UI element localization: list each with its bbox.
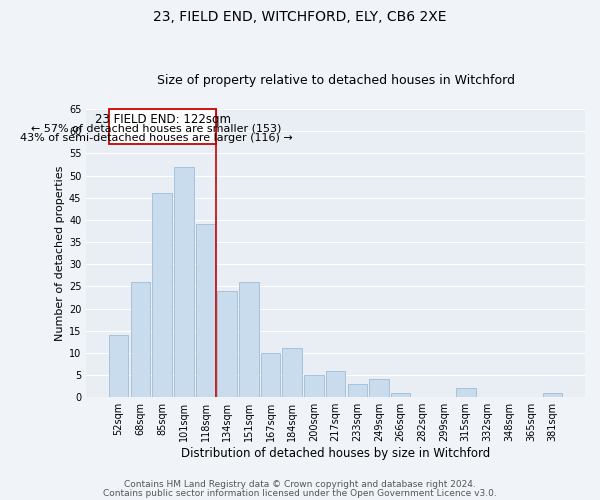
Text: Contains public sector information licensed under the Open Government Licence v3: Contains public sector information licen… — [103, 489, 497, 498]
Text: 23, FIELD END, WITCHFORD, ELY, CB6 2XE: 23, FIELD END, WITCHFORD, ELY, CB6 2XE — [153, 10, 447, 24]
Text: 23 FIELD END: 122sqm: 23 FIELD END: 122sqm — [95, 113, 230, 126]
Bar — [543, 393, 562, 397]
Title: Size of property relative to detached houses in Witchford: Size of property relative to detached ho… — [157, 74, 515, 87]
Bar — [456, 388, 476, 397]
X-axis label: Distribution of detached houses by size in Witchford: Distribution of detached houses by size … — [181, 447, 490, 460]
Bar — [239, 282, 259, 397]
Bar — [326, 370, 346, 397]
Bar — [391, 393, 410, 397]
Bar — [217, 291, 237, 397]
Text: Contains HM Land Registry data © Crown copyright and database right 2024.: Contains HM Land Registry data © Crown c… — [124, 480, 476, 489]
Text: ← 57% of detached houses are smaller (153): ← 57% of detached houses are smaller (15… — [31, 123, 281, 133]
Text: 43% of semi-detached houses are larger (116) →: 43% of semi-detached houses are larger (… — [20, 134, 292, 143]
Bar — [347, 384, 367, 397]
Bar — [152, 193, 172, 397]
Bar — [109, 109, 217, 144]
Bar — [283, 348, 302, 397]
Bar — [196, 224, 215, 397]
Bar — [369, 380, 389, 397]
Bar — [109, 335, 128, 397]
Bar — [304, 375, 323, 397]
Y-axis label: Number of detached properties: Number of detached properties — [55, 166, 65, 341]
Bar — [174, 166, 194, 397]
Bar — [261, 353, 280, 397]
Bar — [131, 282, 150, 397]
